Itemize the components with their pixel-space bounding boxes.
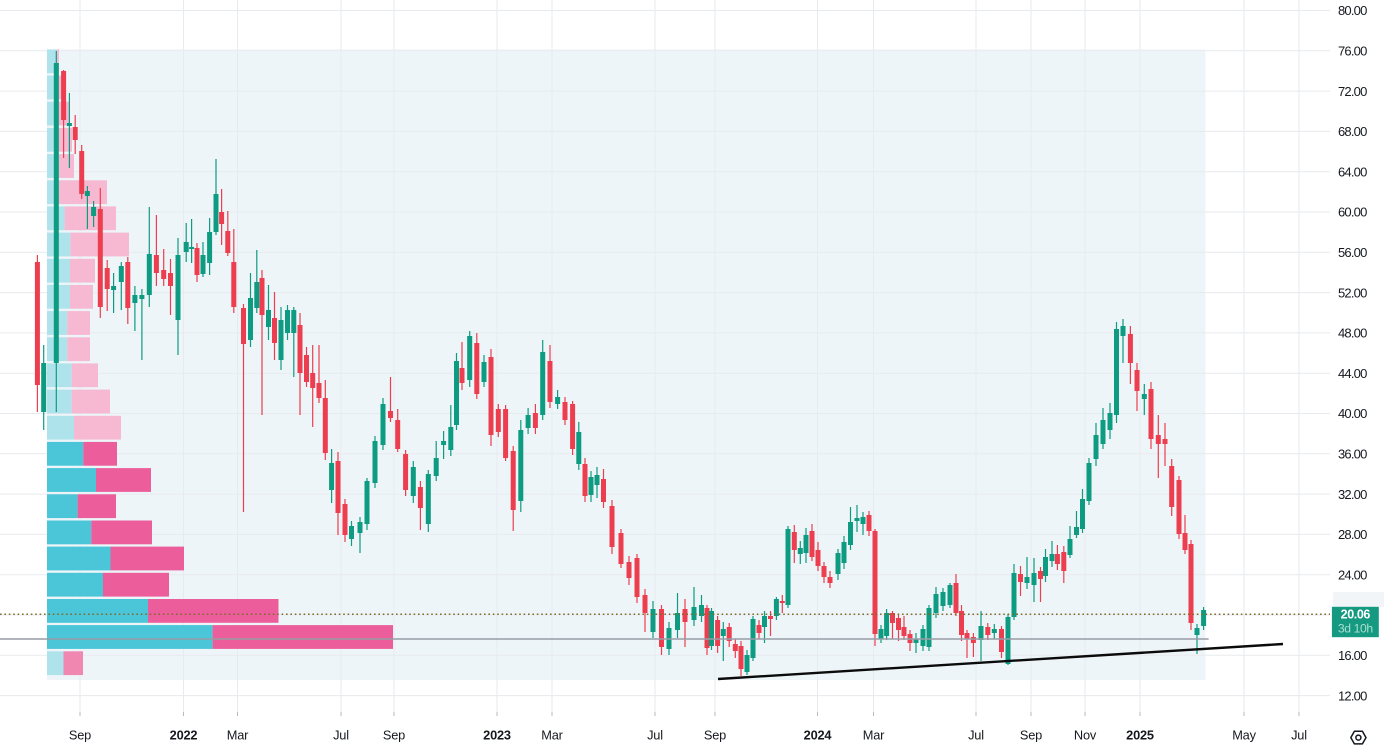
svg-text:80.00: 80.00 [1338, 3, 1367, 18]
svg-text:Sep: Sep [704, 728, 726, 743]
svg-text:36.00: 36.00 [1338, 447, 1367, 462]
svg-text:28.00: 28.00 [1338, 527, 1367, 542]
svg-text:Jul: Jul [968, 728, 984, 743]
svg-text:64.00: 64.00 [1338, 164, 1367, 179]
svg-text:Sep: Sep [69, 728, 91, 743]
svg-text:12.00: 12.00 [1338, 688, 1367, 703]
svg-text:Jul: Jul [647, 728, 663, 743]
svg-text:May: May [1232, 728, 1256, 743]
svg-text:Mar: Mar [541, 728, 563, 743]
svg-text:Jul: Jul [1291, 728, 1307, 743]
svg-text:2024: 2024 [804, 728, 833, 743]
svg-text:2025: 2025 [1126, 728, 1154, 743]
svg-text:Sep: Sep [383, 728, 405, 743]
svg-text:48.00: 48.00 [1338, 326, 1367, 341]
svg-text:Jul: Jul [333, 728, 349, 743]
svg-text:44.00: 44.00 [1338, 366, 1367, 381]
svg-text:40.00: 40.00 [1338, 406, 1367, 421]
svg-text:3d 10h: 3d 10h [1338, 622, 1373, 636]
svg-text:2023: 2023 [483, 728, 511, 743]
svg-text:56.00: 56.00 [1338, 245, 1367, 260]
svg-text:Mar: Mar [227, 728, 249, 743]
svg-text:68.00: 68.00 [1338, 124, 1367, 139]
svg-text:60.00: 60.00 [1338, 205, 1367, 220]
svg-text:32.00: 32.00 [1338, 487, 1367, 502]
svg-text:Nov: Nov [1074, 728, 1097, 743]
svg-text:76.00: 76.00 [1338, 44, 1367, 59]
svg-text:52.00: 52.00 [1338, 285, 1367, 300]
svg-text:Sep: Sep [1020, 728, 1042, 743]
svg-text:72.00: 72.00 [1338, 84, 1367, 99]
svg-text:2022: 2022 [170, 728, 198, 743]
svg-text:24.00: 24.00 [1338, 567, 1367, 582]
svg-text:20.06: 20.06 [1341, 607, 1371, 621]
svg-text:Mar: Mar [863, 728, 885, 743]
svg-text:16.00: 16.00 [1338, 648, 1367, 663]
